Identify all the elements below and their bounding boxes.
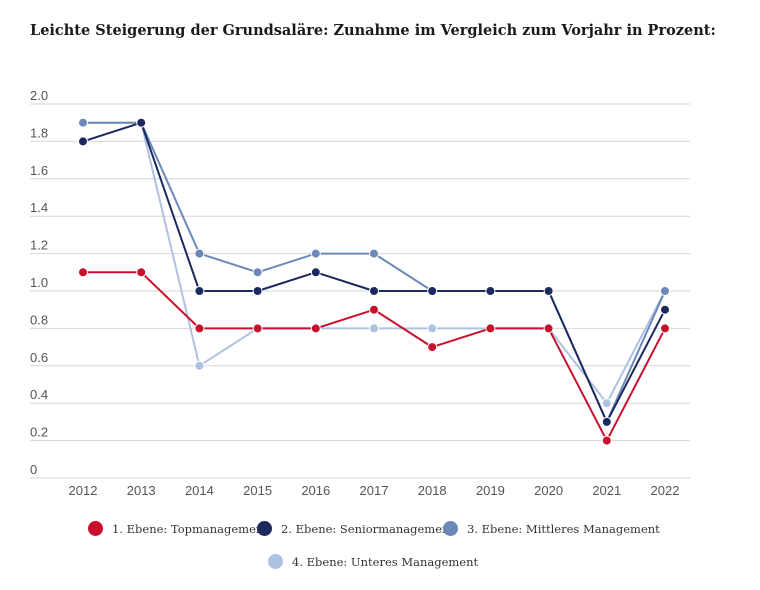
series-layer	[78, 117, 670, 446]
series-line	[82, 121, 666, 423]
data-point	[78, 267, 88, 278]
data-point	[601, 435, 612, 446]
x-axis-ticks: 2012 2013 2014 2015 2016 2017 2018 2019 2020 2021…	[69, 483, 680, 498]
x-tick-label: 2012	[69, 483, 98, 498]
chart-title: Leichte Steigerung der Grundsaläre: Zuna…	[30, 22, 716, 39]
series-line	[83, 121, 666, 405]
data-point	[252, 286, 263, 296]
y-tick-label: 1.8	[30, 125, 48, 140]
y-tick-label: 0.8	[30, 312, 48, 327]
data-point	[601, 416, 612, 427]
y-tick-label: 0.4	[30, 387, 48, 402]
data-point	[252, 267, 263, 278]
data-point	[369, 304, 379, 315]
y-tick-label: 2.0	[30, 88, 48, 103]
data-point	[369, 323, 379, 334]
y-tick-label: 1.4	[30, 200, 48, 215]
series-line	[83, 121, 666, 423]
y-tick-label: 0	[30, 462, 37, 477]
y-axis-ticks: 0 0.2 0.4 0.6 0.8 1.0 1.2 1.4 1.6 1.8 2.0	[30, 88, 48, 477]
data-point	[310, 323, 321, 334]
x-tick-label: 2020	[534, 483, 563, 498]
data-point	[194, 248, 205, 259]
data-point	[136, 267, 147, 278]
x-tick-label: 2018	[418, 483, 447, 498]
data-point	[485, 286, 496, 296]
data-point	[427, 286, 438, 296]
y-tick-label: 1.2	[30, 238, 48, 253]
data-point	[252, 323, 263, 334]
y-tick-label: 1.6	[30, 163, 48, 178]
data-point	[543, 286, 554, 296]
series-3	[78, 117, 670, 427]
data-point	[427, 323, 438, 334]
data-point	[194, 286, 205, 296]
x-tick-label: 2015	[243, 483, 272, 498]
data-point	[78, 136, 88, 147]
data-point	[78, 117, 88, 128]
x-tick-label: 2013	[127, 483, 156, 498]
data-point	[194, 323, 205, 334]
data-point	[136, 117, 147, 128]
data-point	[310, 267, 321, 278]
y-tick-label: 1.0	[30, 275, 48, 290]
data-point	[660, 304, 670, 315]
x-tick-label: 2014	[185, 483, 214, 498]
data-point	[194, 360, 205, 371]
x-tick-label: 2021	[592, 483, 621, 498]
data-point	[427, 342, 438, 353]
x-tick-label: 2016	[301, 483, 330, 498]
y-tick-label: 0.6	[30, 350, 48, 365]
data-point	[601, 398, 612, 409]
series-1	[78, 267, 670, 446]
grid-layer	[30, 103, 690, 479]
x-tick-label: 2019	[476, 483, 505, 498]
data-point	[660, 286, 670, 296]
data-point	[543, 323, 554, 334]
x-tick-label: 2022	[651, 483, 680, 498]
data-point	[369, 248, 379, 259]
data-point	[660, 323, 670, 334]
series-2	[78, 117, 670, 427]
x-tick-label: 2017	[360, 483, 389, 498]
data-point	[310, 248, 321, 259]
data-point	[369, 286, 379, 296]
data-point	[485, 323, 496, 334]
y-tick-label: 0.2	[30, 425, 48, 440]
